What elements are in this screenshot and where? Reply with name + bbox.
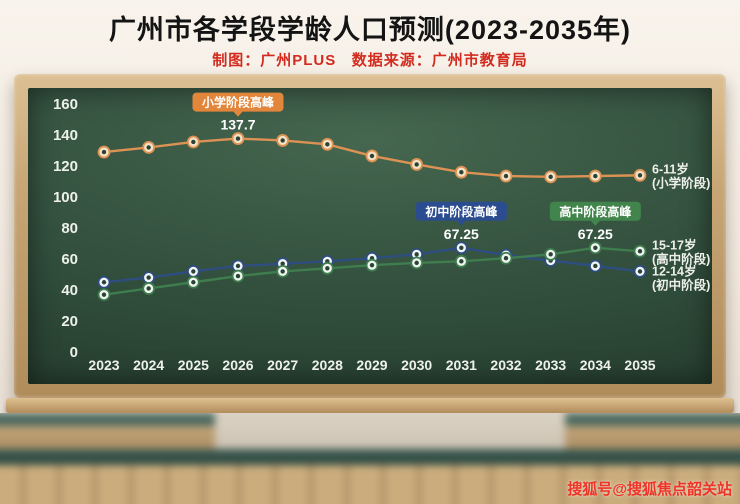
desk-left-top bbox=[0, 413, 215, 426]
classroom-desks bbox=[0, 413, 740, 504]
page-subtitle: 制图：广州PLUS 数据来源：广州市教育局 bbox=[212, 52, 528, 69]
front-bench-top bbox=[0, 449, 740, 465]
chalk-tray bbox=[6, 398, 734, 413]
watermark: 搜狐号@搜狐焦点韶关站 bbox=[567, 481, 732, 498]
blurred-classroom bbox=[0, 413, 740, 504]
desk-right-top bbox=[565, 413, 740, 426]
front-bench-panel bbox=[0, 465, 740, 504]
chalkboard-frame bbox=[14, 74, 726, 398]
page-title: 广州市各学段学龄人口预测(2023-2035年) bbox=[108, 15, 632, 45]
chalkboard bbox=[28, 88, 712, 384]
